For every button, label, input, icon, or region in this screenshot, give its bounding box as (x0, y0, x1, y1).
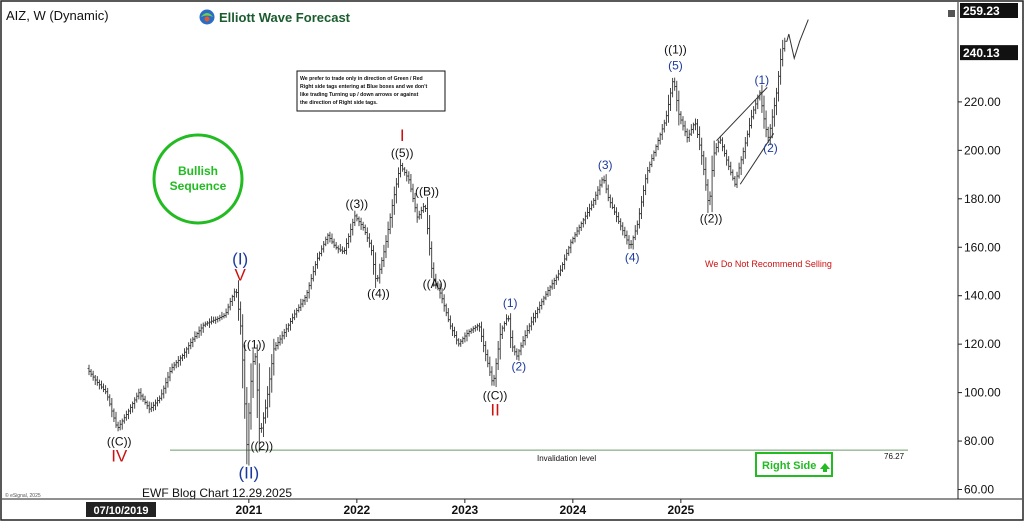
invalidation-value: 76.27 (884, 452, 905, 461)
x-tick-label: 2024 (559, 503, 586, 517)
wave-2-blue-a: (2) (512, 359, 527, 373)
triangle-upper (716, 87, 768, 142)
wave-5-blue: (5) (668, 59, 683, 73)
wave-1-blue-a: (1) (503, 296, 518, 310)
wave-V: V (235, 265, 247, 284)
wave-I-cycle: (I) (232, 249, 248, 268)
y-tick-label: 140.00 (964, 289, 1001, 303)
brand-name: Elliott Wave Forecast (219, 10, 351, 25)
brand-logo (199, 9, 215, 25)
wave-I-red: I (400, 126, 405, 145)
wave-2-black-a: ((2)) (250, 439, 273, 453)
blog-label: EWF Blog Chart 12.29.2025 (142, 486, 292, 500)
wave-IV: IV (111, 446, 128, 465)
wave-3-blue: (3) (598, 158, 613, 172)
wave-1-black-a: ((1)) (243, 337, 266, 351)
wave-II-cycle: (II) (238, 463, 259, 482)
wave-4-black: ((4)) (367, 287, 390, 301)
x-tick-label: 2025 (667, 503, 694, 517)
wave-II-red: II (490, 400, 499, 419)
note-box (296, 70, 446, 112)
x-axis: 2021 2022 2023 2024 2025 (235, 499, 695, 517)
y-tick-label: 100.00 (964, 386, 1001, 400)
y-tick-label: 60.00 (964, 483, 994, 497)
date-box (86, 502, 156, 517)
arrow-up-icon (820, 463, 830, 472)
wave-1-blue-b: (1) (755, 73, 770, 87)
ticker-title: AIZ, W (Dynamic) (6, 8, 109, 23)
wave-a-black: ((A)) (423, 277, 447, 291)
y-tick-label: 160.00 (964, 240, 1001, 254)
date-box-label: 07/10/2019 (93, 505, 148, 517)
y-axis: 220.00 200.00 180.00 160.00 140.00 120.00 100.… (958, 95, 1001, 497)
last-price-tag-label: 240.13 (963, 46, 1000, 60)
wave-2-black-b: ((2)) (700, 211, 723, 225)
wave-labels: ((C))IV(I)V((1))((2))(II)((3))((4))((5))… (107, 43, 778, 483)
brand-logo-dot (204, 16, 210, 22)
y-tick-label: 200.00 (964, 143, 1001, 157)
right-side-label: Right Side (762, 460, 816, 472)
note-line-1: We prefer to trade only in direction of … (300, 76, 423, 82)
y-tick-label: 80.00 (964, 434, 994, 448)
wave-2-blue-b: (2) (763, 141, 778, 155)
settings-icon[interactable] (948, 10, 955, 17)
copyright: © eSignal, 2025 (5, 492, 41, 499)
triangle-lower (739, 133, 775, 185)
wave-b-black: ((B)) (415, 185, 439, 199)
note-line-4: the direction of Right side tags. (300, 100, 378, 106)
wave-4-blue: (4) (625, 250, 640, 264)
wave-5-black: ((5)) (391, 146, 414, 160)
wave-c-black: ((C)) (483, 388, 508, 402)
x-tick-label: 2023 (451, 503, 478, 517)
x-tick-label: 2022 (343, 503, 370, 517)
y-tick-label: 180.00 (964, 192, 1001, 206)
trendlines (716, 87, 775, 185)
wave-IV-c: ((C)) (107, 434, 132, 448)
y-tick-label: 220.00 (964, 95, 1001, 109)
note-line-3: like trading Turning up / down arrows or… (300, 92, 419, 98)
bullish-badge-line1: Bullish (178, 164, 218, 178)
right-side-tag (755, 452, 833, 477)
bullish-badge (152, 133, 244, 225)
brand-logo-swirl (201, 13, 213, 17)
last-price-tag (960, 45, 1018, 61)
top-price-tag (960, 3, 1018, 18)
invalidation-label: Invalidation level (537, 454, 596, 463)
wave-1-black-b: ((1)) (664, 43, 687, 57)
y-tick-label: 120.00 (964, 337, 1001, 351)
note-line-2: Right side tags entering at Blue boxes a… (300, 84, 427, 90)
no-sell-note: We Do Not Recommend Selling (705, 259, 832, 269)
price-tail-line (786, 19, 809, 61)
top-price-tag-label: 259.23 (963, 4, 1000, 18)
wave-3-black: ((3)) (346, 197, 369, 211)
x-tick-label: 2021 (235, 503, 262, 517)
bullish-badge-line2: Sequence (170, 179, 227, 193)
ohlc-bars (87, 19, 809, 466)
